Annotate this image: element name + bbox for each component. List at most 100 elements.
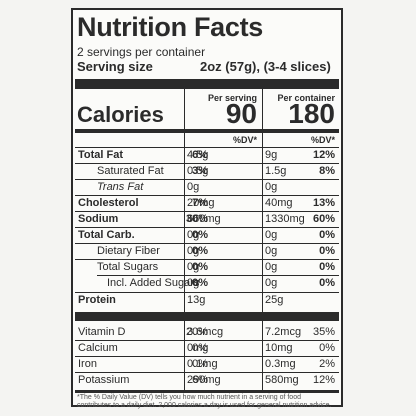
serving-size-label: Serving size (77, 59, 153, 74)
dv-serving: 20% (185, 326, 208, 338)
value-container: 0g (265, 261, 278, 273)
dv-container: 12% (312, 149, 335, 161)
nutrient-name: Dietary Fiber (97, 245, 160, 257)
value-serving: 660mg (187, 213, 221, 225)
dv-header-serving: %DV* (232, 135, 257, 145)
value-container: 1330mg (265, 213, 305, 225)
column-divider-left (184, 89, 185, 312)
dv-serving: 0% (192, 358, 208, 370)
dv-container: 0% (319, 229, 335, 241)
value-serving: 0g (187, 229, 200, 241)
vitamin-row-vitamin-d: Vitamin D 3.6mcg 20% 7.2mcg 35% (75, 324, 339, 340)
nutrient-row-protein: Protein 13g 25g (75, 292, 339, 308)
value-container: 25g (265, 294, 284, 306)
nutrient-name: Total Fat (78, 149, 124, 161)
dv-container: 12% (312, 374, 335, 386)
dv-serving: 0% (192, 277, 208, 289)
dv-serving: 0% (192, 229, 208, 241)
dv-serving: 0% (192, 342, 208, 354)
column-divider-left-vitamins (184, 321, 185, 390)
value-container: 0g (265, 229, 278, 241)
nutrient-name: Sodium (78, 213, 119, 225)
dv-serving: 30% (185, 213, 208, 225)
serving-size-value: 2oz (57g), (3-4 slices) (200, 59, 331, 74)
nutrient-name: Incl. Added Sugars (107, 277, 200, 289)
vitamin-name: Iron (78, 358, 97, 370)
value-container: 0g (265, 181, 278, 193)
value-serving: 0.1mg (187, 358, 218, 370)
value-serving: 0mg (187, 342, 209, 354)
value-container: 10mg (265, 342, 293, 354)
value-container: 0g (265, 245, 278, 257)
daily-value-footnote: *The % Daily Value (DV) tells you how mu… (77, 394, 332, 409)
vitamin-name: Vitamin D (78, 326, 126, 338)
dv-container: 0% (319, 261, 335, 273)
servings-per-container: 2 servings per container (77, 45, 206, 59)
nutrient-row-total-carb: Total Carb. 0g 0% 0g 0% (75, 227, 339, 243)
value-serving: 3.6mcg (187, 326, 224, 338)
dv-serving: 3% (192, 165, 208, 177)
nutrient-row-trans-fat: Trans Fat 0g 0g (75, 179, 339, 195)
nutrient-row-total-fat: Total Fat 4.5g 6% 9g 12% (75, 147, 339, 163)
value-container: 0g (265, 277, 278, 289)
vitamin-row-iron: Iron 0.1mg 0% 0.3mg 2% (75, 356, 339, 372)
dv-container: 2% (319, 358, 335, 370)
nutrient-name: Total Sugars (97, 261, 159, 273)
vitamin-row-calcium: Calcium 0mg 0% 10mg 0% (75, 340, 339, 356)
value-serving: 0g (187, 261, 200, 273)
label-title: Nutrition Facts (77, 12, 264, 42)
value-serving: 0g (187, 245, 200, 257)
value-serving: 4.5g (187, 149, 209, 161)
value-container: 0.3mg (265, 358, 296, 370)
dv-container: 13% (312, 197, 335, 209)
value-container: 40mg (265, 197, 293, 209)
vitamin-name: Calcium (78, 342, 118, 354)
dv-container: 60% (312, 213, 335, 225)
nutrient-row-cholesterol: Cholesterol 20mg 7% 40mg 13% (75, 195, 339, 211)
dv-container: 0% (319, 342, 335, 354)
dv-serving: 0% (192, 261, 208, 273)
dv-serving: 0% (192, 245, 208, 257)
calories-per-serving: 90 (225, 98, 257, 129)
calories-label: Calories (77, 102, 164, 127)
value-container: 9g (265, 149, 278, 161)
value-container: 7.2mcg (265, 326, 302, 338)
per-serving-header: Per serving (207, 93, 257, 103)
nutrient-row-total-sugars: Total Sugars 0g 0% 0g 0% (75, 259, 339, 275)
nutrient-row-saturated-fat: Saturated Fat 0.5g 3% 1.5g 8% (75, 163, 339, 179)
nutrient-row-sodium: Sodium 660mg 30% 1330mg 60% (75, 211, 339, 227)
dv-container: 35% (312, 326, 335, 338)
dv-header-container: %DV* (310, 135, 335, 145)
column-divider-right-vitamins (262, 321, 263, 390)
dv-serving: 6% (192, 374, 208, 386)
value-serving: 0.5g (187, 165, 209, 177)
dv-serving: 7% (192, 197, 208, 209)
value-serving: 0g (187, 277, 200, 289)
value-serving: 20mg (187, 197, 215, 209)
dv-container: 0% (319, 277, 335, 289)
per-container-header: Per container (277, 93, 335, 103)
value-container: 1.5g (265, 165, 287, 177)
nutrition-label: Nutrition Facts 2 servings per container… (71, 8, 343, 409)
nutrient-name: Saturated Fat (97, 165, 164, 177)
footnote-divider (75, 390, 339, 393)
value-serving: 13g (187, 294, 206, 306)
column-divider-right (262, 89, 263, 312)
nutrient-name: Protein (78, 294, 116, 306)
vitamin-row-potassium: Potassium 290mg 6% 580mg 12% (75, 372, 339, 388)
nutrient-row-dietary-fiber: Dietary Fiber 0g 0% 0g 0% (75, 243, 339, 259)
nutrient-name: Cholesterol (78, 197, 139, 209)
dv-container: 0% (319, 245, 335, 257)
calories-per-container: 180 (288, 98, 335, 129)
nutrient-name: Trans Fat (97, 181, 144, 193)
medium-divider (75, 129, 339, 133)
value-serving: 290mg (187, 374, 221, 386)
value-serving: 0g (187, 181, 200, 193)
value-container: 580mg (265, 374, 299, 386)
thick-divider (75, 79, 339, 89)
vitamin-divider (75, 312, 339, 321)
dv-container: 8% (319, 165, 335, 177)
vitamin-name: Potassium (78, 374, 130, 386)
dv-serving: 6% (192, 149, 208, 161)
nutrient-row-added-sugars: Incl. Added Sugars 0g 0% 0g 0% (75, 275, 339, 291)
